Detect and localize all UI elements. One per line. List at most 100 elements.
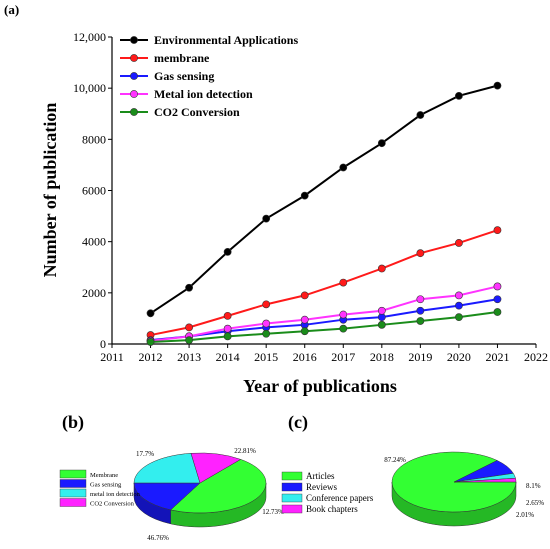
- data-point: [493, 295, 502, 304]
- legend-label: membrane: [154, 51, 210, 65]
- data-point: [493, 226, 502, 235]
- legend-marker: [130, 72, 138, 80]
- legend-swatch: [59, 488, 87, 498]
- data-point: [455, 239, 463, 247]
- legend-swatch: [59, 469, 87, 479]
- y-tick-label: 8000: [82, 132, 106, 146]
- x-tick-label: 2018: [370, 350, 394, 364]
- series-line: [149, 84, 498, 315]
- x-tick-label: 2021: [485, 350, 509, 364]
- legend-marker: [130, 108, 138, 116]
- panel-label-a: (a): [4, 2, 19, 17]
- x-tick-label: 2020: [447, 350, 471, 364]
- legend-swatch: [59, 498, 87, 507]
- data-point: [146, 309, 155, 318]
- data-point: [185, 283, 193, 292]
- data-point: [377, 139, 386, 148]
- y-tick-label: 10,000: [73, 81, 106, 95]
- legend-label: Metal ion detection: [154, 87, 253, 101]
- data-point: [262, 329, 271, 338]
- pie-value-label: 22.81%: [234, 447, 256, 455]
- data-point: [455, 313, 463, 322]
- y-tick-label: 0: [100, 337, 106, 351]
- pie-slice: [133, 482, 201, 511]
- x-axis-label: Year of publications: [243, 376, 397, 396]
- x-tick-label: 2015: [254, 350, 278, 364]
- data-point: [416, 306, 425, 315]
- legend-label: Reviews: [306, 482, 337, 492]
- data-point: [300, 291, 309, 300]
- pie-value-label: 46.76%: [147, 534, 169, 542]
- pie-chart-b: 46.76% 17.7% 22.81% 12.73% Membrane Gas sensi…: [59, 447, 284, 542]
- series-line: [150, 311, 498, 343]
- data-point: [493, 308, 502, 316]
- data-point: [223, 332, 232, 341]
- x-tick-label: 2022: [524, 350, 548, 364]
- x-tick-label: 2016: [293, 350, 317, 364]
- data-point: [377, 264, 386, 273]
- data-point: [300, 315, 309, 324]
- y-tick-label: 2000: [82, 286, 106, 300]
- data-point: [377, 306, 386, 315]
- legend-swatch: [281, 504, 303, 514]
- data-point: [416, 249, 425, 258]
- data-point: [262, 214, 271, 223]
- pie-value-label: 8.1%: [526, 482, 541, 490]
- data-point: [339, 310, 348, 319]
- pie-value-label: 2.65%: [526, 499, 544, 507]
- data-point: [146, 338, 155, 346]
- line-plot-area: 2011 2012 2013 2014 2015 2016 2017 2018 2019 2020…: [73, 30, 548, 364]
- data-point: [455, 91, 463, 100]
- series-line: [150, 298, 498, 342]
- panel-label-b: (b): [62, 412, 84, 433]
- data-point: [339, 324, 348, 333]
- pie-value-label: 17.7%: [136, 450, 154, 458]
- y-tick-label: 12,000: [73, 30, 106, 44]
- data-point: [300, 327, 309, 336]
- x-tick-label: 2013: [177, 350, 201, 364]
- data-point: [416, 317, 425, 325]
- legend-swatch: [59, 479, 87, 488]
- y-tick-label: 6000: [82, 184, 106, 198]
- legend-label: Articles: [306, 471, 335, 481]
- legend-label: Membrane: [90, 472, 118, 479]
- legend-label: CO2 Conversion: [154, 105, 240, 119]
- legend-label: Conference papers: [306, 493, 374, 503]
- data-point: [262, 319, 271, 328]
- legend-label: metal ion detection: [90, 491, 141, 498]
- legend-swatch: [281, 471, 303, 481]
- legend-label: Gas sensing: [154, 69, 214, 83]
- pie-value-label: 2.01%: [516, 511, 534, 519]
- data-point: [493, 282, 502, 291]
- data-point: [339, 278, 348, 287]
- pie-slice: [133, 453, 201, 484]
- y-axis-label: Number of publication: [40, 103, 60, 278]
- legend-marker: [130, 90, 138, 98]
- legend-swatch: [281, 482, 303, 492]
- y-tick-label: 4000: [82, 235, 106, 249]
- x-tick-label: 2011: [100, 350, 124, 364]
- line-chart: Number of publication Year of publicatio…: [40, 30, 548, 396]
- legend-label: Book chapters: [306, 504, 358, 514]
- legend-label: Gas sensing: [90, 482, 122, 489]
- pie-slice: [190, 452, 242, 484]
- data-point: [300, 191, 309, 200]
- data-point: [262, 300, 271, 309]
- data-point: [339, 163, 348, 172]
- pie-chart-c: 87.24% 8.1% 2.65% 2.01% ArticlesReviewsConfe…: [281, 451, 544, 527]
- pie-slice: [170, 459, 267, 514]
- panel-label-c: (c): [288, 412, 308, 433]
- pie-value-label: 12.73%: [262, 508, 284, 516]
- legend-label: Environmental Applications: [154, 33, 298, 47]
- legend-label: CO2 Conversion: [90, 501, 135, 508]
- series-line: [150, 229, 498, 337]
- pie-value-label: 87.24%: [384, 456, 406, 464]
- data-point: [185, 323, 193, 332]
- x-tick-label: 2014: [216, 350, 240, 364]
- legend-marker: [130, 54, 138, 62]
- data-point: [223, 247, 232, 256]
- pie-slice: [453, 477, 517, 483]
- series-line: [150, 285, 498, 342]
- legend-marker: [130, 36, 138, 44]
